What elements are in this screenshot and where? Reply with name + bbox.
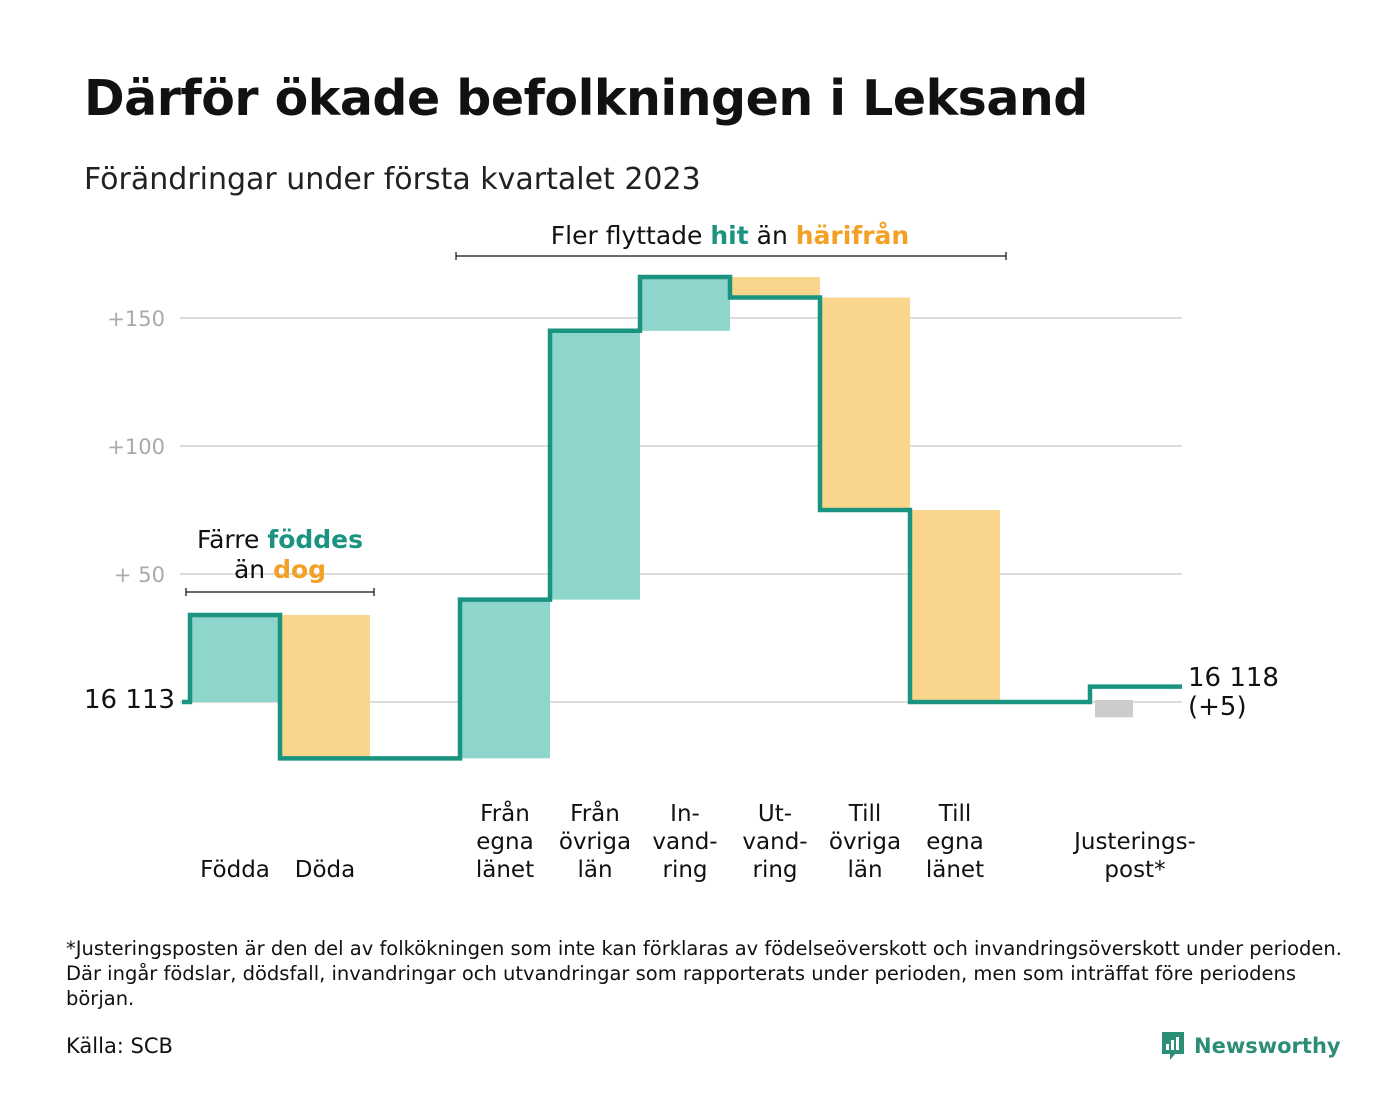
waterfall-bar — [640, 277, 730, 331]
category-label: ring — [662, 857, 707, 883]
births-bracket — [185, 588, 375, 596]
chart-subtitle: Förändringar under första kvartalet 2023 — [84, 162, 701, 197]
chart-title: Därför ökade befolkningen i Leksand — [84, 70, 1088, 127]
category-label: egna — [476, 829, 533, 855]
births-annotation-line1: Färre föddes — [197, 525, 363, 554]
end-change-label: (+5) — [1188, 692, 1247, 722]
harifran-highlight: härifrån — [796, 221, 909, 250]
category-label: ring — [752, 857, 797, 883]
waterfall-chart: + 50+100+150 Födda DödaFrånegnalänetFrånö… — [84, 221, 1279, 883]
waterfall-bar — [910, 510, 1000, 702]
category-label: Från — [570, 799, 620, 827]
waterfall-bar — [1095, 700, 1133, 718]
y-tick-label: +100 — [107, 435, 165, 459]
y-tick-label: +150 — [107, 307, 165, 331]
category-label: In- — [670, 801, 700, 827]
waterfall-bar — [280, 614, 370, 759]
y-tick-label: + 50 — [114, 563, 165, 587]
category-label: egna — [926, 829, 983, 855]
migration-annotation: Fler flyttade hit än härifrån — [551, 221, 909, 250]
category-label: vand- — [742, 829, 807, 855]
category-label: vand- — [652, 829, 717, 855]
brand-logo: Newsworthy — [1160, 1028, 1341, 1064]
hit-highlight: hit — [710, 221, 748, 250]
newsworthy-logo-icon — [1162, 1032, 1184, 1060]
footnote: *Justeringsposten är den del av folkökni… — [66, 937, 1342, 1010]
category-label: Justerings- — [1072, 829, 1196, 855]
category-label: Födda — [200, 857, 270, 883]
migration-bracket — [455, 252, 1007, 260]
start-value-label: 16 113 — [84, 685, 175, 715]
category-label: Till — [848, 801, 882, 827]
end-value-label: 16 118 — [1188, 663, 1279, 693]
waterfall-bar — [820, 297, 910, 510]
waterfall-bar — [460, 599, 550, 759]
deaths-highlight: dog — [273, 555, 326, 584]
waterfall-bar — [550, 330, 640, 600]
waterfall-bar — [730, 277, 820, 298]
source-label: Källa: SCB — [66, 1034, 173, 1058]
category-label: Döda — [295, 857, 355, 883]
category-label: övriga — [559, 829, 631, 855]
category-label: post* — [1104, 857, 1165, 883]
category-label: Från — [480, 799, 530, 827]
waterfall-bar — [190, 614, 280, 702]
cumulative-step-line — [182, 274, 1182, 761]
category-label: län — [577, 857, 612, 883]
category-label: län — [847, 857, 882, 883]
category-label: länet — [476, 857, 534, 883]
brand-name: Newsworthy — [1194, 1034, 1341, 1058]
category-label: övriga — [829, 829, 901, 855]
category-label: Till — [938, 801, 972, 827]
category-label: länet — [926, 857, 984, 883]
births-annotation-line2: än dog — [234, 555, 326, 584]
category-label: Ut- — [758, 801, 792, 827]
births-highlight: föddes — [267, 525, 363, 554]
